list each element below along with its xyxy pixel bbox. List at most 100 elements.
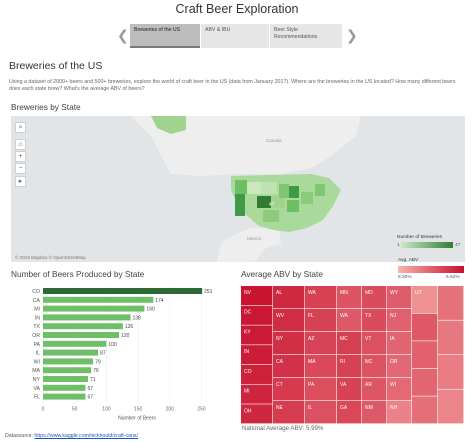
treemap-cell[interactable] [412,341,438,369]
treemap-cell[interactable] [362,286,387,309]
story-tab-breweries[interactable]: Breweries of the US [130,24,200,48]
treemap-cell[interactable] [362,332,387,355]
treemap-cell[interactable] [387,332,412,355]
chevron-left-icon[interactable]: ❮ [117,27,129,43]
treemap-cell[interactable] [241,345,273,365]
treemap-cell[interactable] [387,355,412,378]
treemap-cell-label: FL [308,313,314,319]
bar[interactable] [43,305,145,312]
treemap-cell[interactable] [387,401,412,424]
bar[interactable] [43,323,123,330]
treemap-cell[interactable] [362,355,387,378]
x-tick-label: 100 [102,406,111,412]
bar[interactable] [43,296,154,303]
treemap-cell[interactable] [273,332,305,355]
bar[interactable] [43,358,94,365]
bar[interactable] [43,288,203,294]
chevron-right-icon[interactable]: ❯ [346,27,358,43]
bar-state-label: IL [36,351,40,357]
bar[interactable] [43,393,86,400]
minus-icon[interactable]: − [15,163,26,174]
treemap-cell[interactable] [337,401,362,424]
state-ca [235,194,245,216]
treemap-cell[interactable] [438,320,464,355]
x-tick-label: 200 [166,406,175,412]
treemap-cell-label: NV [244,290,252,296]
treemap-cell[interactable] [241,364,273,384]
treemap-cell[interactable] [305,378,337,401]
map-canvas[interactable]: 47 Canada Mexico [11,116,465,262]
breweries-map[interactable]: 47 Canada Mexico ⌕ ⌂ + − ▸ © 2019 Mapbox… [11,116,465,262]
treemap-cell[interactable] [241,286,273,306]
abv-treemap[interactable]: NV DC KY IN CO MI OH AL WV NY CA CT NE WA FL AZ MA PA IL MN… [241,286,464,424]
map-label-mexico: Mexico [247,236,262,241]
bar-state-label: PA [33,342,40,348]
state-mn-wi [279,184,289,198]
home-icon[interactable]: ⌂ [15,139,26,150]
treemap-cell[interactable] [337,309,362,332]
bar-state-label: NY [33,377,41,383]
treemap-cell[interactable] [305,286,337,309]
treemap-cell[interactable] [241,384,273,404]
x-tick-label: 50 [72,406,78,412]
treemap-cell-label: AL [276,290,282,296]
treemap-cell[interactable] [273,378,305,401]
treemap-cell[interactable] [438,286,464,320]
treemap-cell[interactable] [438,389,464,424]
treemap-cell[interactable] [412,396,438,424]
bar-value-label: 100 [108,342,117,348]
arrow-icon[interactable]: ▸ [15,176,26,187]
mexico-land [216,228,281,262]
national-average-abv: National Average ABV: 5.99% [242,425,324,432]
treemap-cell[interactable] [412,286,438,313]
bar[interactable] [43,349,99,356]
bar[interactable] [43,376,89,382]
treemap-cell[interactable] [305,401,337,424]
datasource-link[interactable]: https://www.kaggle.com/nickhould/craft-c… [34,433,138,439]
bar-state-label: MA [32,368,40,374]
treemap-cell-label: NY [276,336,284,342]
treemap-cell[interactable] [412,313,438,341]
treemap-cell-label: CT [276,382,283,388]
treemap-cell[interactable] [337,332,362,355]
page-title: Breweries of the US [9,60,103,72]
treemap-cell[interactable] [305,309,337,332]
treemap-cell[interactable] [241,325,273,345]
beers-by-state-chart[interactable]: 0 50 100 150 200 250 CO 251 CA 174 MI 160 IN 138 TX 126… [11,282,226,429]
story-tab-style-recommendations[interactable]: Beer Style Recommendations [270,24,342,48]
treemap-cell[interactable] [362,401,387,424]
treemap-cell[interactable] [337,378,362,401]
treemap-cell[interactable] [241,404,273,424]
bar[interactable] [43,332,120,338]
treemap-cell[interactable] [362,378,387,401]
treemap-cell[interactable] [412,368,438,396]
bar[interactable] [43,314,131,321]
bar-value-label: 79 [95,359,101,365]
story-tab-abv-ibu[interactable]: ABV & IBU [201,24,269,48]
treemap-cell[interactable] [273,401,305,424]
treemap-cell[interactable] [273,286,305,309]
treemap-cell-label: NH [390,405,398,411]
bar[interactable] [43,384,86,391]
treemap-cell[interactable] [241,305,273,325]
treemap-cell[interactable] [273,355,305,378]
bar[interactable] [43,367,92,374]
treemap-cell[interactable] [387,286,412,309]
treemap-cell[interactable] [273,309,305,332]
treemap-cell-label: CO [244,369,252,375]
treemap-cell[interactable] [387,378,412,401]
bar-value-label: 126 [125,324,134,330]
treemap-cell[interactable] [337,355,362,378]
bar-value-label: 76 [93,368,99,374]
treemap-cell[interactable] [438,355,464,389]
search-icon[interactable]: ⌕ [15,122,26,133]
treemap-cell[interactable] [337,286,362,309]
app-title: Craft Beer Exploration [175,2,299,16]
bar[interactable] [43,340,107,347]
treemap-cell[interactable] [305,355,337,378]
plus-icon[interactable]: + [15,151,26,162]
treemap-cell[interactable] [362,309,387,332]
treemap-cell[interactable] [387,309,412,332]
state-pa-ny [301,192,313,204]
treemap-cell[interactable] [305,332,337,355]
